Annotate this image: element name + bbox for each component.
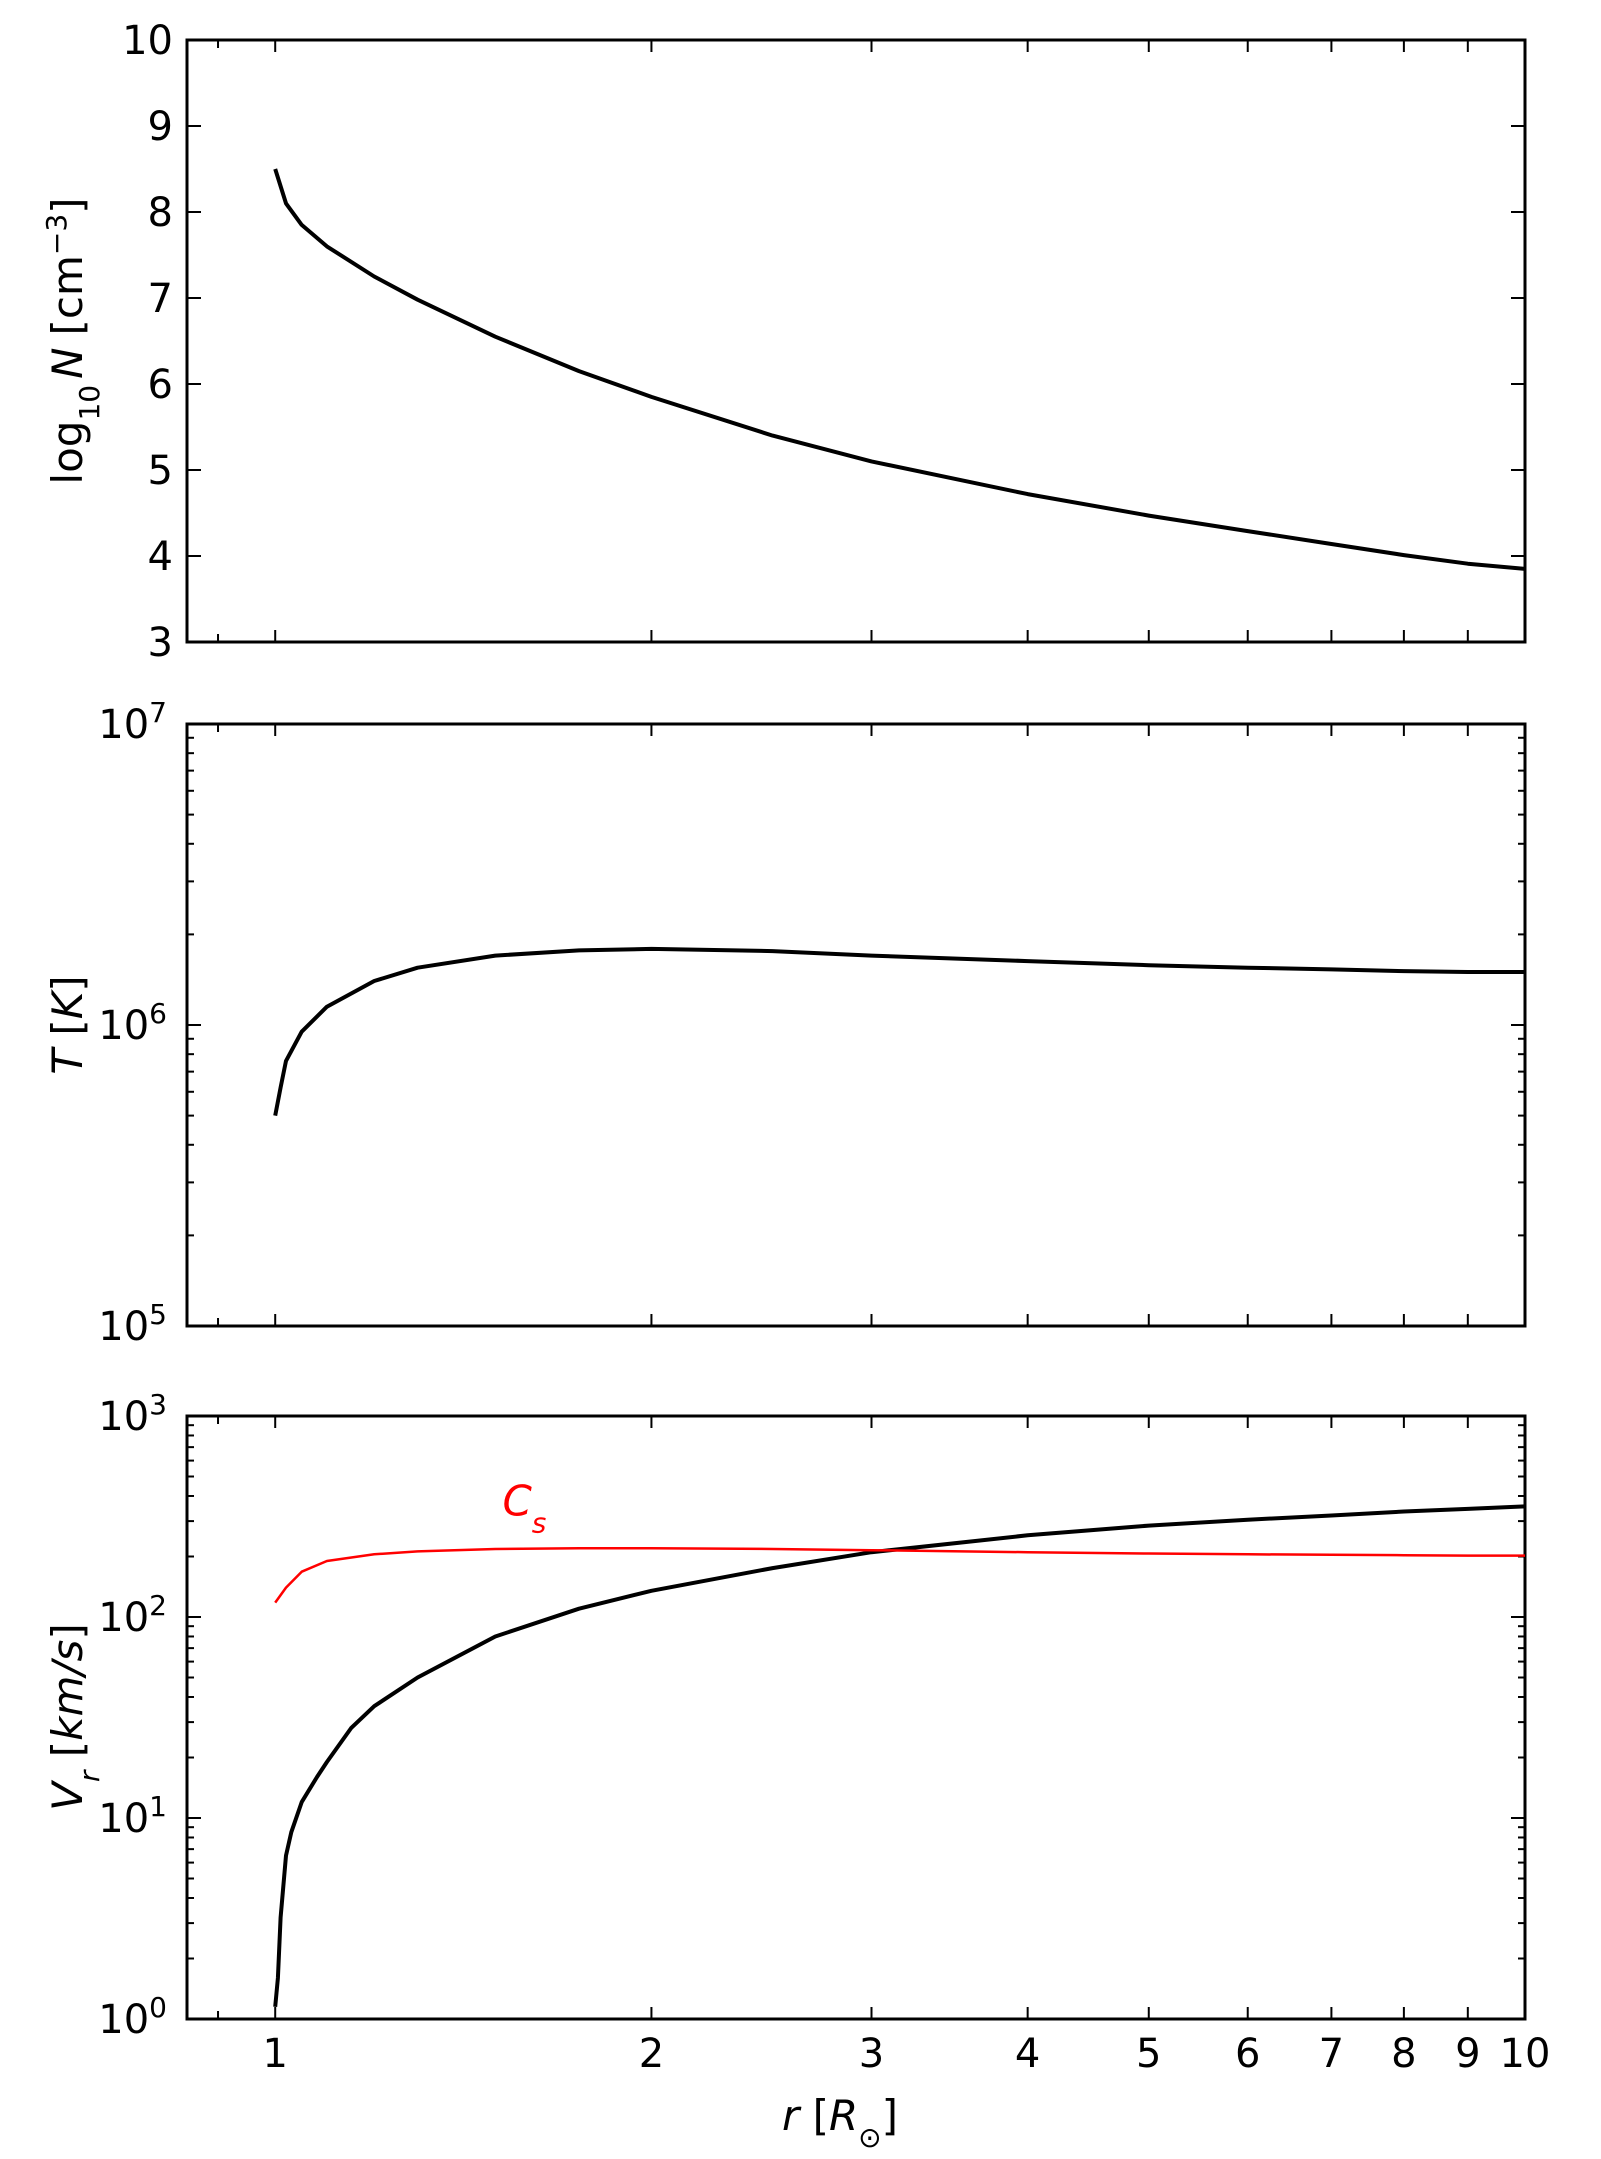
series-line-cs: [274, 1546, 1525, 1604]
series-line-vr: [273, 1504, 1526, 2007]
cs-annotation: Cs: [502, 1476, 546, 1539]
plot-frame-velocity: [185, 1414, 1527, 2021]
ylabel-density: log10N[cm−3]: [40, 197, 106, 484]
x-tick-label: 7: [1319, 2031, 1344, 2077]
y-tick-label: 107: [98, 696, 167, 748]
y-tick-label: 10: [122, 18, 173, 64]
panel-density: 3 4 5 6 7 8 9 10 log10N[cm−3]: [40, 18, 1527, 666]
x-tick-label: 8: [1391, 2031, 1416, 2077]
series-line-density: [273, 168, 1526, 571]
y-tick-label: 6: [148, 362, 173, 408]
x-tick-label: 2: [639, 2031, 664, 2077]
y-tick-label: 3: [148, 620, 173, 666]
y-tick-label: 102: [98, 1589, 167, 1641]
y-tick-label: 100: [98, 1991, 167, 2043]
x-tick-label: 5: [1136, 2031, 1161, 2077]
y-tick-label: 103: [98, 1388, 167, 1440]
y-tick-label: 4: [148, 534, 173, 580]
x-tick-label: 9: [1455, 2031, 1480, 2077]
y-tick-label: 105: [98, 1298, 167, 1350]
plot-frame-density: [185, 38, 1527, 644]
panel-temperature: 105 106 107 T [K]: [43, 696, 1527, 1350]
y-tick-label: 9: [148, 104, 173, 150]
x-tick-label: 10: [1500, 2031, 1551, 2077]
x-tick-label: 1: [262, 2031, 287, 2077]
x-tick-label: 4: [1015, 2031, 1040, 2077]
series-line-temperature: [273, 946, 1525, 1116]
y-tick-label: 7: [148, 276, 173, 322]
x-tick-label: 6: [1235, 2031, 1260, 2077]
ylabel-temperature: T [K]: [43, 975, 92, 1074]
xlabel: r [R⊙]: [782, 2091, 898, 2154]
plot-frame-temperature: [185, 722, 1527, 1328]
y-tick-label: 5: [148, 448, 173, 494]
y-tick-label: 106: [98, 997, 167, 1049]
y-tick-label: 8: [148, 190, 173, 236]
panel-velocity: 100 101 102 103 1 2 3 4 5 6 7 8 9 10 Cs Vr [km/s] r […: [43, 1388, 1550, 2154]
x-tick-label: 3: [859, 2031, 884, 2077]
ylabel-velocity: Vr [km/s]: [43, 1623, 106, 1811]
y-tick-label: 101: [98, 1790, 167, 1842]
